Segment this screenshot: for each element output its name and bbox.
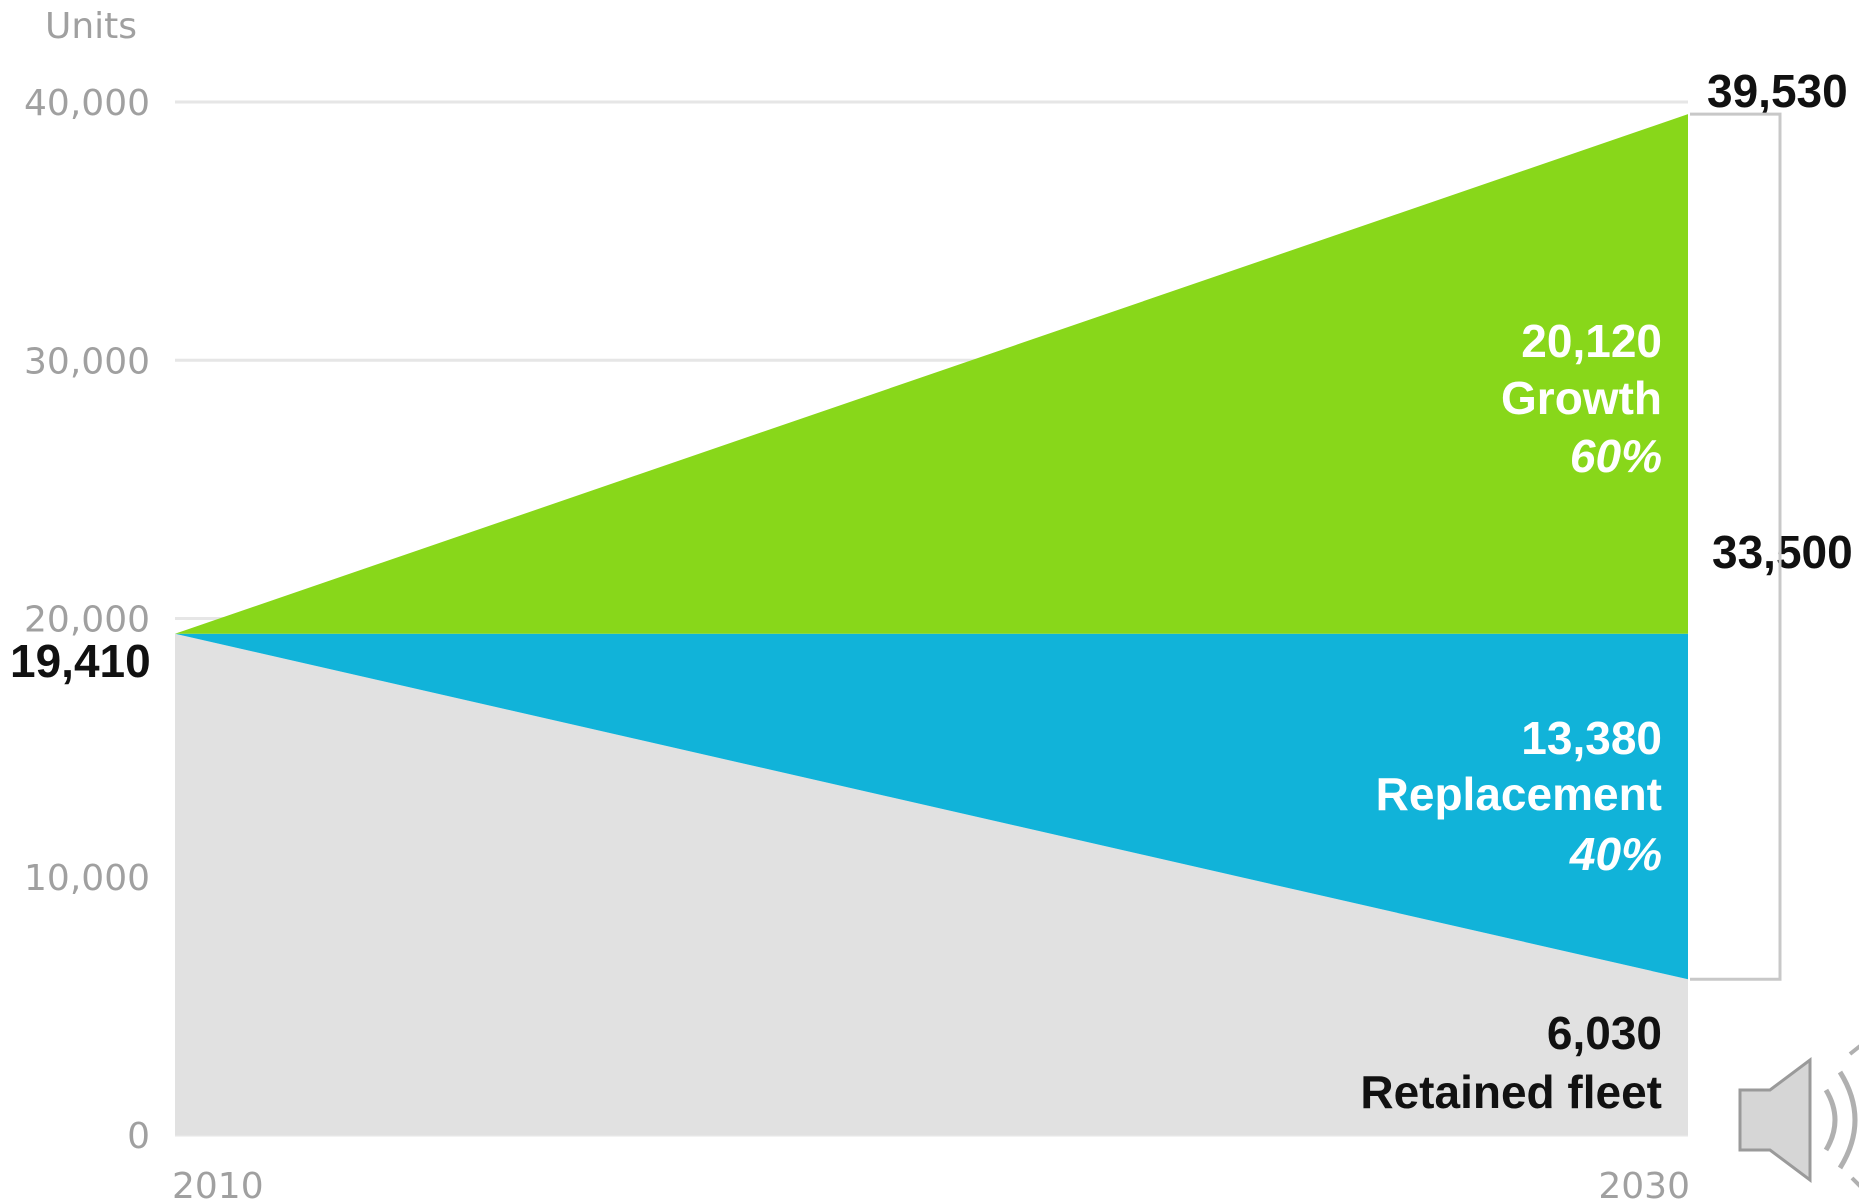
y-tick-label: 0	[127, 1116, 150, 1157]
growth-pct-label: 60%	[1570, 430, 1662, 482]
replacement-value-label: 13,380	[1521, 712, 1662, 764]
bracket	[1690, 112, 1782, 981]
x-tick-2030: 2030	[1598, 1166, 1690, 1201]
replacement-name-label: Replacement	[1376, 768, 1662, 820]
retained-value-label: 6,030	[1547, 1007, 1662, 1059]
end-total-label: 39,530	[1707, 65, 1848, 117]
start-total-label: 19,410	[10, 635, 151, 687]
y-tick-label: 40,000	[24, 83, 150, 124]
bracket-total-label: 33,500	[1712, 526, 1853, 578]
y-tick-labels: 0 10,000 20,000 30,000 40,000	[24, 83, 150, 1157]
area-replacement	[175, 633, 1688, 980]
growth-value-label: 20,120	[1521, 315, 1662, 367]
area-retained-fleet	[175, 633, 1688, 1135]
y-tick-label: 20,000	[24, 600, 150, 641]
area-series	[175, 114, 1688, 1135]
y-axis-label: Units	[45, 6, 137, 47]
replacement-pct-label: 40%	[1569, 828, 1662, 880]
x-tick-2010: 2010	[172, 1166, 264, 1201]
speaker-icon[interactable]	[1738, 1044, 1859, 1188]
y-tick-label: 10,000	[24, 858, 150, 899]
growth-name-label: Growth	[1501, 372, 1662, 424]
retained-name-label: Retained fleet	[1360, 1066, 1662, 1118]
area-growth	[175, 114, 1688, 634]
y-tick-label: 30,000	[24, 341, 150, 382]
